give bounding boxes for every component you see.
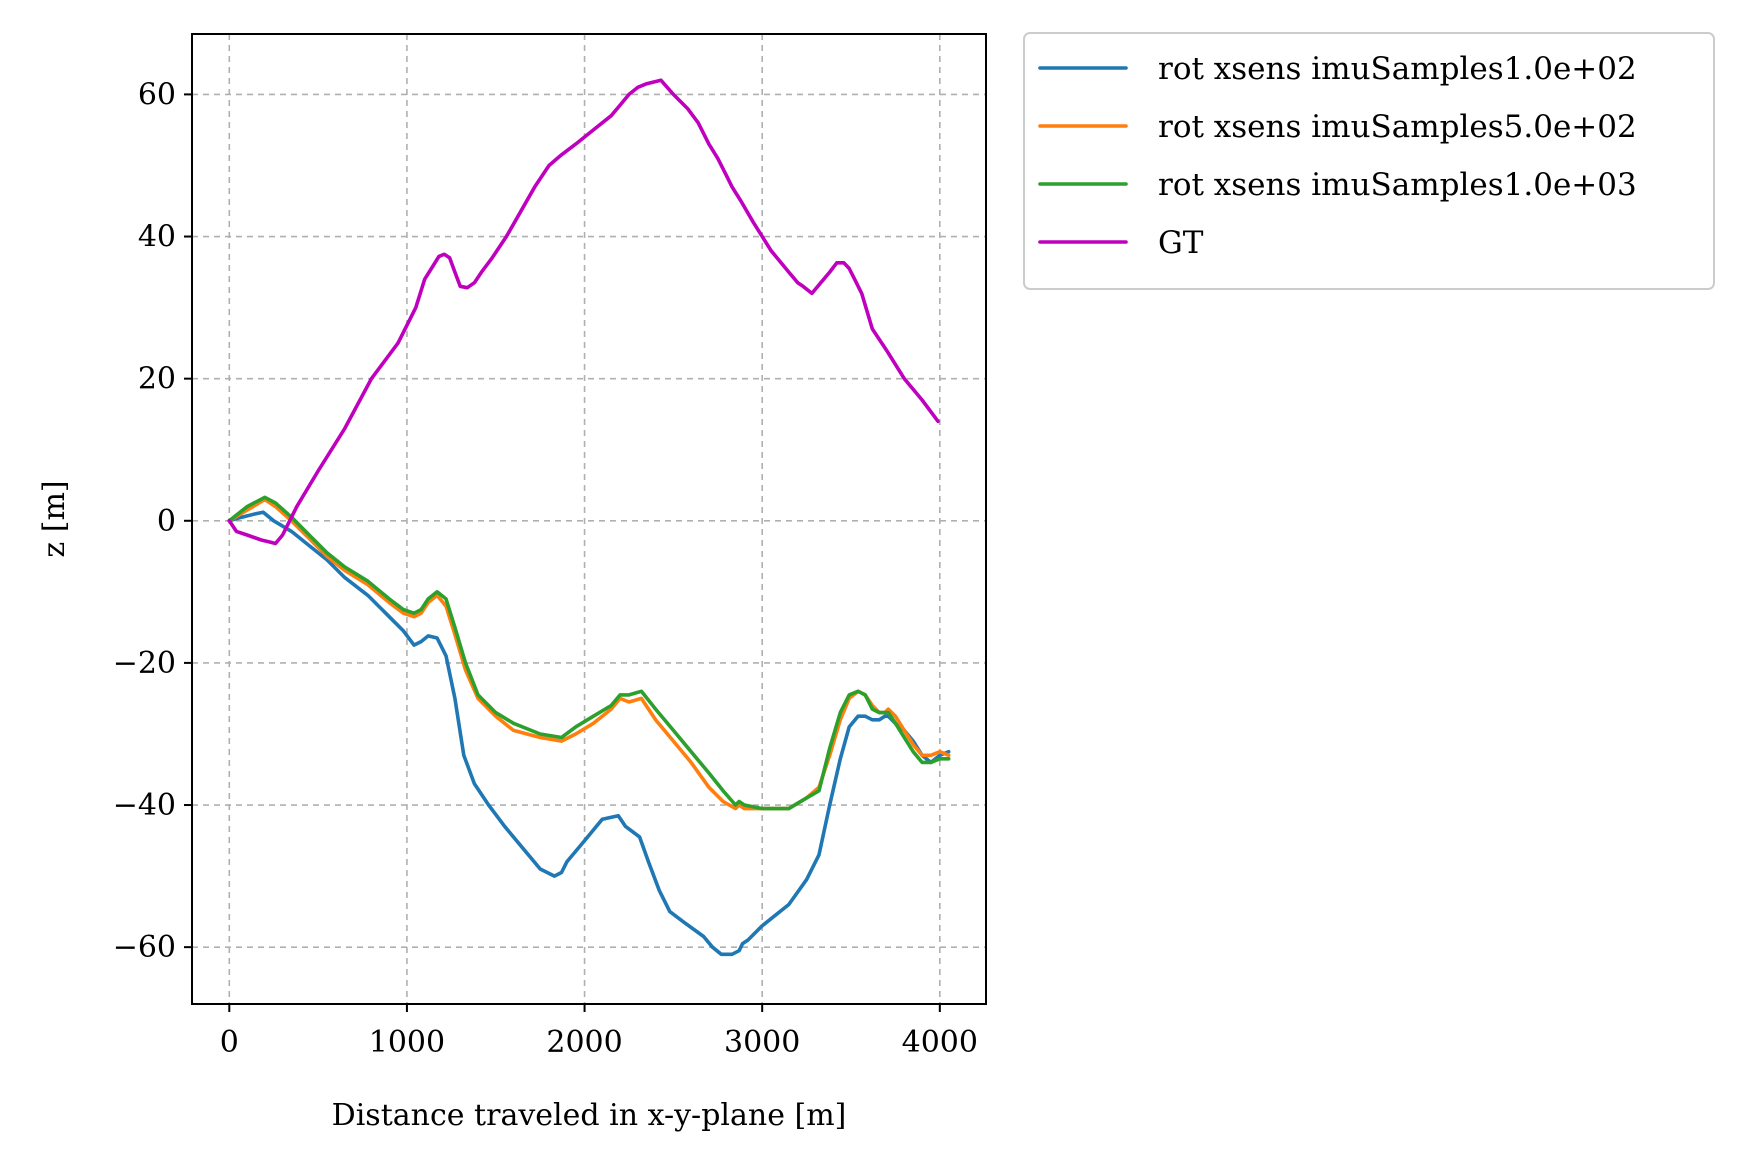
y-tick-label: −40 (113, 788, 176, 823)
y-tick-label: −60 (113, 930, 176, 965)
x-tick-label: 0 (220, 1025, 239, 1060)
legend-label-3: rot xsens imuSamples1.0e+03 (1158, 167, 1637, 203)
legend-box (1023, 32, 1715, 290)
legend-label-1: rot xsens imuSamples1.0e+02 (1158, 51, 1637, 87)
legend-label-2: rot xsens imuSamples5.0e+02 (1158, 109, 1637, 145)
y-tick-label: 40 (138, 220, 176, 255)
x-tick-label: 3000 (724, 1025, 800, 1060)
x-tick-label: 2000 (546, 1025, 622, 1060)
y-axis-label: z [m] (37, 480, 72, 557)
series-line-4 (227, 78, 940, 546)
y-tick-label: 60 (138, 77, 176, 112)
y-tick-label: 20 (138, 362, 176, 397)
legend-label-4: GT (1158, 225, 1204, 261)
plot-frame (191, 33, 987, 1005)
series-line-1 (227, 510, 951, 957)
x-axis-label: Distance traveled in x-y-plane [m] (332, 1098, 847, 1133)
legend: rot xsens imuSamples1.0e+02 rot xsens imu… (1023, 32, 1715, 290)
x-tick-label: 1000 (369, 1025, 445, 1060)
grid-lines (192, 34, 986, 1004)
y-tick-label: −20 (113, 646, 176, 681)
axis-ticks: 0 1000 2000 3000 4000 −60 −40 −20 0 20 40 60 (113, 77, 978, 1060)
y-tick-label: 0 (157, 504, 176, 539)
series-lines (227, 78, 951, 957)
series-line-3 (227, 495, 951, 811)
x-tick-label: 4000 (902, 1025, 978, 1060)
